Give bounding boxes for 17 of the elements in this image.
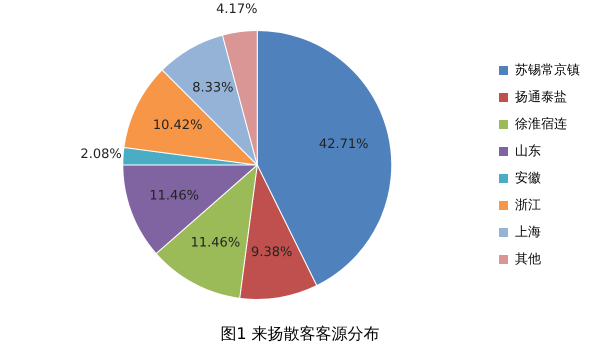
data-label: 11.46% — [190, 236, 240, 251]
legend-label: 安徽 — [515, 170, 541, 186]
legend-label: 浙江 — [515, 197, 541, 212]
legend-label: 上海 — [515, 224, 541, 240]
data-label: 4.17% — [216, 2, 258, 18]
legend-label: 其他 — [515, 251, 541, 266]
legend-label: 扬通泰盐 — [515, 89, 567, 104]
legend-label: 山东 — [515, 143, 541, 158]
data-label: 10.42% — [152, 118, 202, 134]
data-label: 9.38% — [251, 244, 292, 260]
data-label: 2.08% — [80, 147, 122, 162]
legend-label: 徐淮宿连 — [515, 116, 567, 132]
legend-label: 苏锡常京镇 — [515, 62, 580, 78]
data-label: 11.46% — [149, 188, 199, 204]
data-label: 42.71% — [318, 137, 368, 152]
text: 图1 来扬散客客源分布 — [219, 324, 381, 345]
data-label: 8.33% — [192, 80, 234, 96]
